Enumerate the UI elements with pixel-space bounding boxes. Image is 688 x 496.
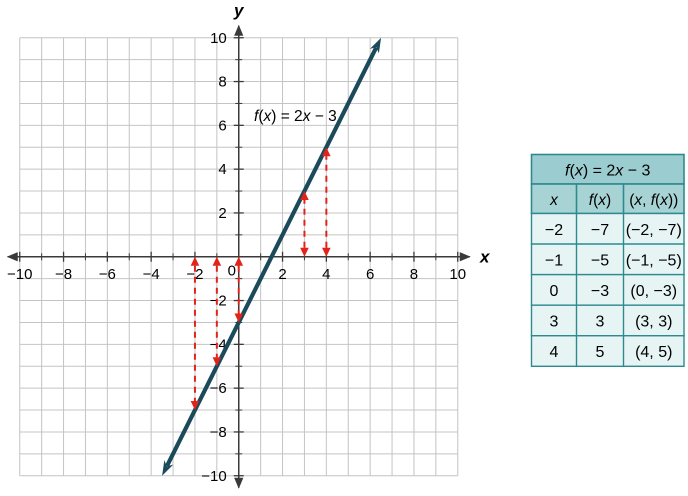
svg-text:6: 6: [218, 117, 226, 134]
svg-text:−6: −6: [210, 380, 227, 397]
svg-text:−4: −4: [143, 266, 160, 283]
svg-text:−5: −5: [591, 252, 609, 269]
svg-text:(−2, −7): (−2, −7): [626, 222, 682, 239]
svg-text:3: 3: [550, 313, 559, 330]
svg-text:3: 3: [596, 313, 605, 330]
svg-text:10: 10: [449, 266, 466, 283]
svg-text:10: 10: [210, 30, 227, 47]
svg-text:f(x) = 2x − 3: f(x) = 2x − 3: [565, 162, 650, 179]
svg-text:f(x): f(x): [589, 192, 611, 209]
svg-text:(x, f(x)): (x, f(x)): [629, 192, 678, 209]
svg-text:6: 6: [366, 266, 374, 283]
svg-text:(−1, −5): (−1, −5): [626, 252, 682, 269]
svg-text:(3, 3): (3, 3): [635, 313, 672, 330]
svg-text:y: y: [233, 1, 245, 20]
svg-text:f(x) = 2x − 3: f(x) = 2x − 3: [254, 108, 337, 125]
svg-text:2: 2: [218, 205, 226, 222]
svg-text:(4, 5): (4, 5): [635, 344, 672, 361]
svg-text:8: 8: [410, 266, 418, 283]
svg-text:−10: −10: [7, 266, 32, 283]
svg-text:4: 4: [218, 161, 226, 178]
svg-text:(0, −3): (0, −3): [630, 283, 677, 300]
svg-text:−1: −1: [545, 252, 563, 269]
svg-text:−2: −2: [210, 293, 227, 310]
svg-text:−8: −8: [210, 424, 227, 441]
svg-text:−3: −3: [591, 283, 609, 300]
svg-text:x: x: [549, 192, 559, 209]
svg-text:x: x: [479, 247, 491, 266]
svg-text:−10: −10: [201, 468, 226, 485]
svg-text:−7: −7: [591, 222, 609, 239]
svg-text:2: 2: [278, 266, 286, 283]
svg-text:−8: −8: [55, 266, 72, 283]
svg-text:4: 4: [322, 266, 330, 283]
svg-text:4: 4: [550, 344, 559, 361]
svg-text:−6: −6: [99, 266, 116, 283]
svg-text:8: 8: [218, 74, 226, 91]
svg-text:0: 0: [228, 262, 236, 279]
svg-text:−2: −2: [545, 222, 563, 239]
svg-text:0: 0: [550, 283, 559, 300]
svg-text:5: 5: [596, 344, 605, 361]
